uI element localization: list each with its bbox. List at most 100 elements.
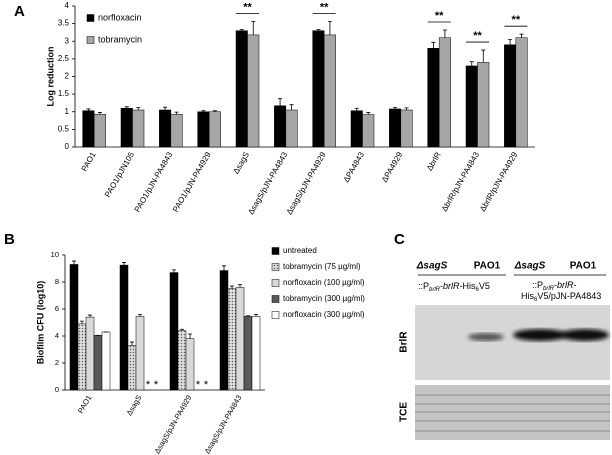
significance-label: **: [243, 1, 252, 13]
x-tick-label: ΔbrlR/pJN-PA4843: [440, 150, 482, 213]
value-label: *: [154, 379, 159, 391]
bar: [101, 331, 111, 391]
bar: [251, 316, 261, 391]
bar: [350, 110, 363, 148]
bar: [235, 287, 245, 391]
y-tick-label: 1.5: [58, 89, 70, 98]
y-tick-label: 3: [65, 36, 70, 45]
error-bar: [239, 29, 244, 31]
bar: [159, 109, 172, 148]
error-bar: [174, 111, 179, 115]
x-tick-label: PAO1: [80, 150, 98, 173]
x-tick-label: ΔbrlR/pJN-PA4929: [478, 150, 520, 213]
bar: [323, 34, 336, 148]
error-bar: [366, 112, 371, 115]
significance-label: **: [435, 10, 444, 22]
error-bar: [138, 314, 142, 317]
bar: [77, 323, 87, 391]
lane-label: PAO1: [570, 261, 597, 272]
legend-label: untreated: [283, 246, 317, 255]
bar: [185, 338, 195, 391]
bar: [132, 109, 145, 148]
panel-c: ΔsagS PAO1 ΔsagS PAO1 ::PbrlR-brlR-His6V…: [399, 261, 610, 440]
x-tick-label: PAO1: [76, 393, 94, 414]
x-tick-label: PAO1/pJN-PA4843: [133, 150, 175, 214]
legend-swatch: [86, 36, 95, 44]
significance-label: **: [512, 14, 521, 26]
bar: [285, 109, 298, 148]
y-tick-label: 1: [65, 107, 70, 116]
lane-label: ΔsagS: [514, 261, 546, 272]
error-bar: [508, 39, 513, 45]
error-bar: [393, 107, 398, 109]
error-bar: [481, 49, 486, 63]
x-tick-label: ΔsagS/pJN-PA4843: [246, 150, 289, 216]
x-tick-label: PAO1/pJN-PA4929: [171, 150, 213, 214]
significance-label: **: [320, 1, 329, 13]
bar: [177, 330, 187, 391]
legend-swatch: [86, 14, 95, 22]
bar: [465, 65, 478, 148]
bar: [219, 270, 229, 391]
error-bar: [238, 284, 242, 288]
error-bar: [212, 110, 217, 112]
error-bar: [163, 106, 168, 110]
error-bar: [180, 328, 184, 331]
legend-swatch: [271, 247, 280, 255]
row-label: TCE: [399, 402, 410, 422]
legend-label: tobramycin (300 µg/ml): [283, 294, 365, 303]
x-tick-label: ΔPA4843: [342, 150, 367, 184]
bar: [247, 34, 260, 148]
legend-label: norfloxacin (300 µg/ml): [283, 310, 365, 319]
bar: [235, 30, 248, 148]
panel-letter: B: [4, 231, 15, 248]
bar: [274, 105, 287, 148]
bar: [362, 114, 375, 148]
error-bar: [316, 29, 321, 31]
x-tick-label: ΔPA4929: [380, 150, 405, 184]
x-tick-label: ΔsagS/pJN-PA4929: [285, 150, 328, 216]
x-tick-label: ΔsagS: [125, 393, 144, 417]
bar: [243, 316, 253, 391]
x-tick-label: PAO1/pJN105: [103, 150, 136, 199]
error-bar: [519, 33, 524, 38]
bar: [69, 264, 79, 391]
bar: [85, 316, 95, 391]
bar: [120, 107, 133, 148]
band: [468, 333, 504, 341]
y-tick-label: 3.5: [58, 19, 70, 28]
row-label: BrlR: [399, 331, 410, 353]
band: [561, 329, 609, 341]
bar: [93, 113, 106, 148]
x-tick-label: ΔbrlR: [425, 150, 443, 172]
legend-swatch: [271, 263, 280, 271]
legend-swatch: [271, 311, 280, 319]
bar: [438, 37, 451, 148]
y-axis-label: Log reduction: [45, 47, 55, 107]
bar: [127, 345, 137, 391]
error-bar: [172, 269, 176, 273]
error-bar: [188, 333, 192, 339]
error-bar: [404, 107, 409, 110]
y-tick-label: 10: [51, 250, 59, 259]
bar: [197, 111, 210, 148]
blot: [415, 305, 610, 380]
bar: [119, 264, 129, 391]
construct-label: ::PbrlR-brlR-His6V5: [418, 281, 490, 292]
lane-label: ΔsagS: [416, 261, 448, 272]
error-bar: [289, 104, 294, 110]
y-axis-label: Biofilm CFU (log10): [35, 281, 45, 365]
error-bar: [278, 98, 283, 106]
legend-label: norfloxacin (100 µg/ml): [283, 278, 365, 287]
significance-label: **: [473, 30, 482, 42]
legend-swatch: [271, 295, 280, 303]
y-tick-label: 4: [55, 331, 59, 340]
error-bar: [124, 106, 129, 109]
bar: [504, 44, 517, 148]
error-bar: [201, 110, 206, 112]
bar: [169, 272, 179, 391]
band: [513, 329, 567, 341]
bar: [389, 108, 402, 148]
error-bar: [122, 262, 126, 266]
